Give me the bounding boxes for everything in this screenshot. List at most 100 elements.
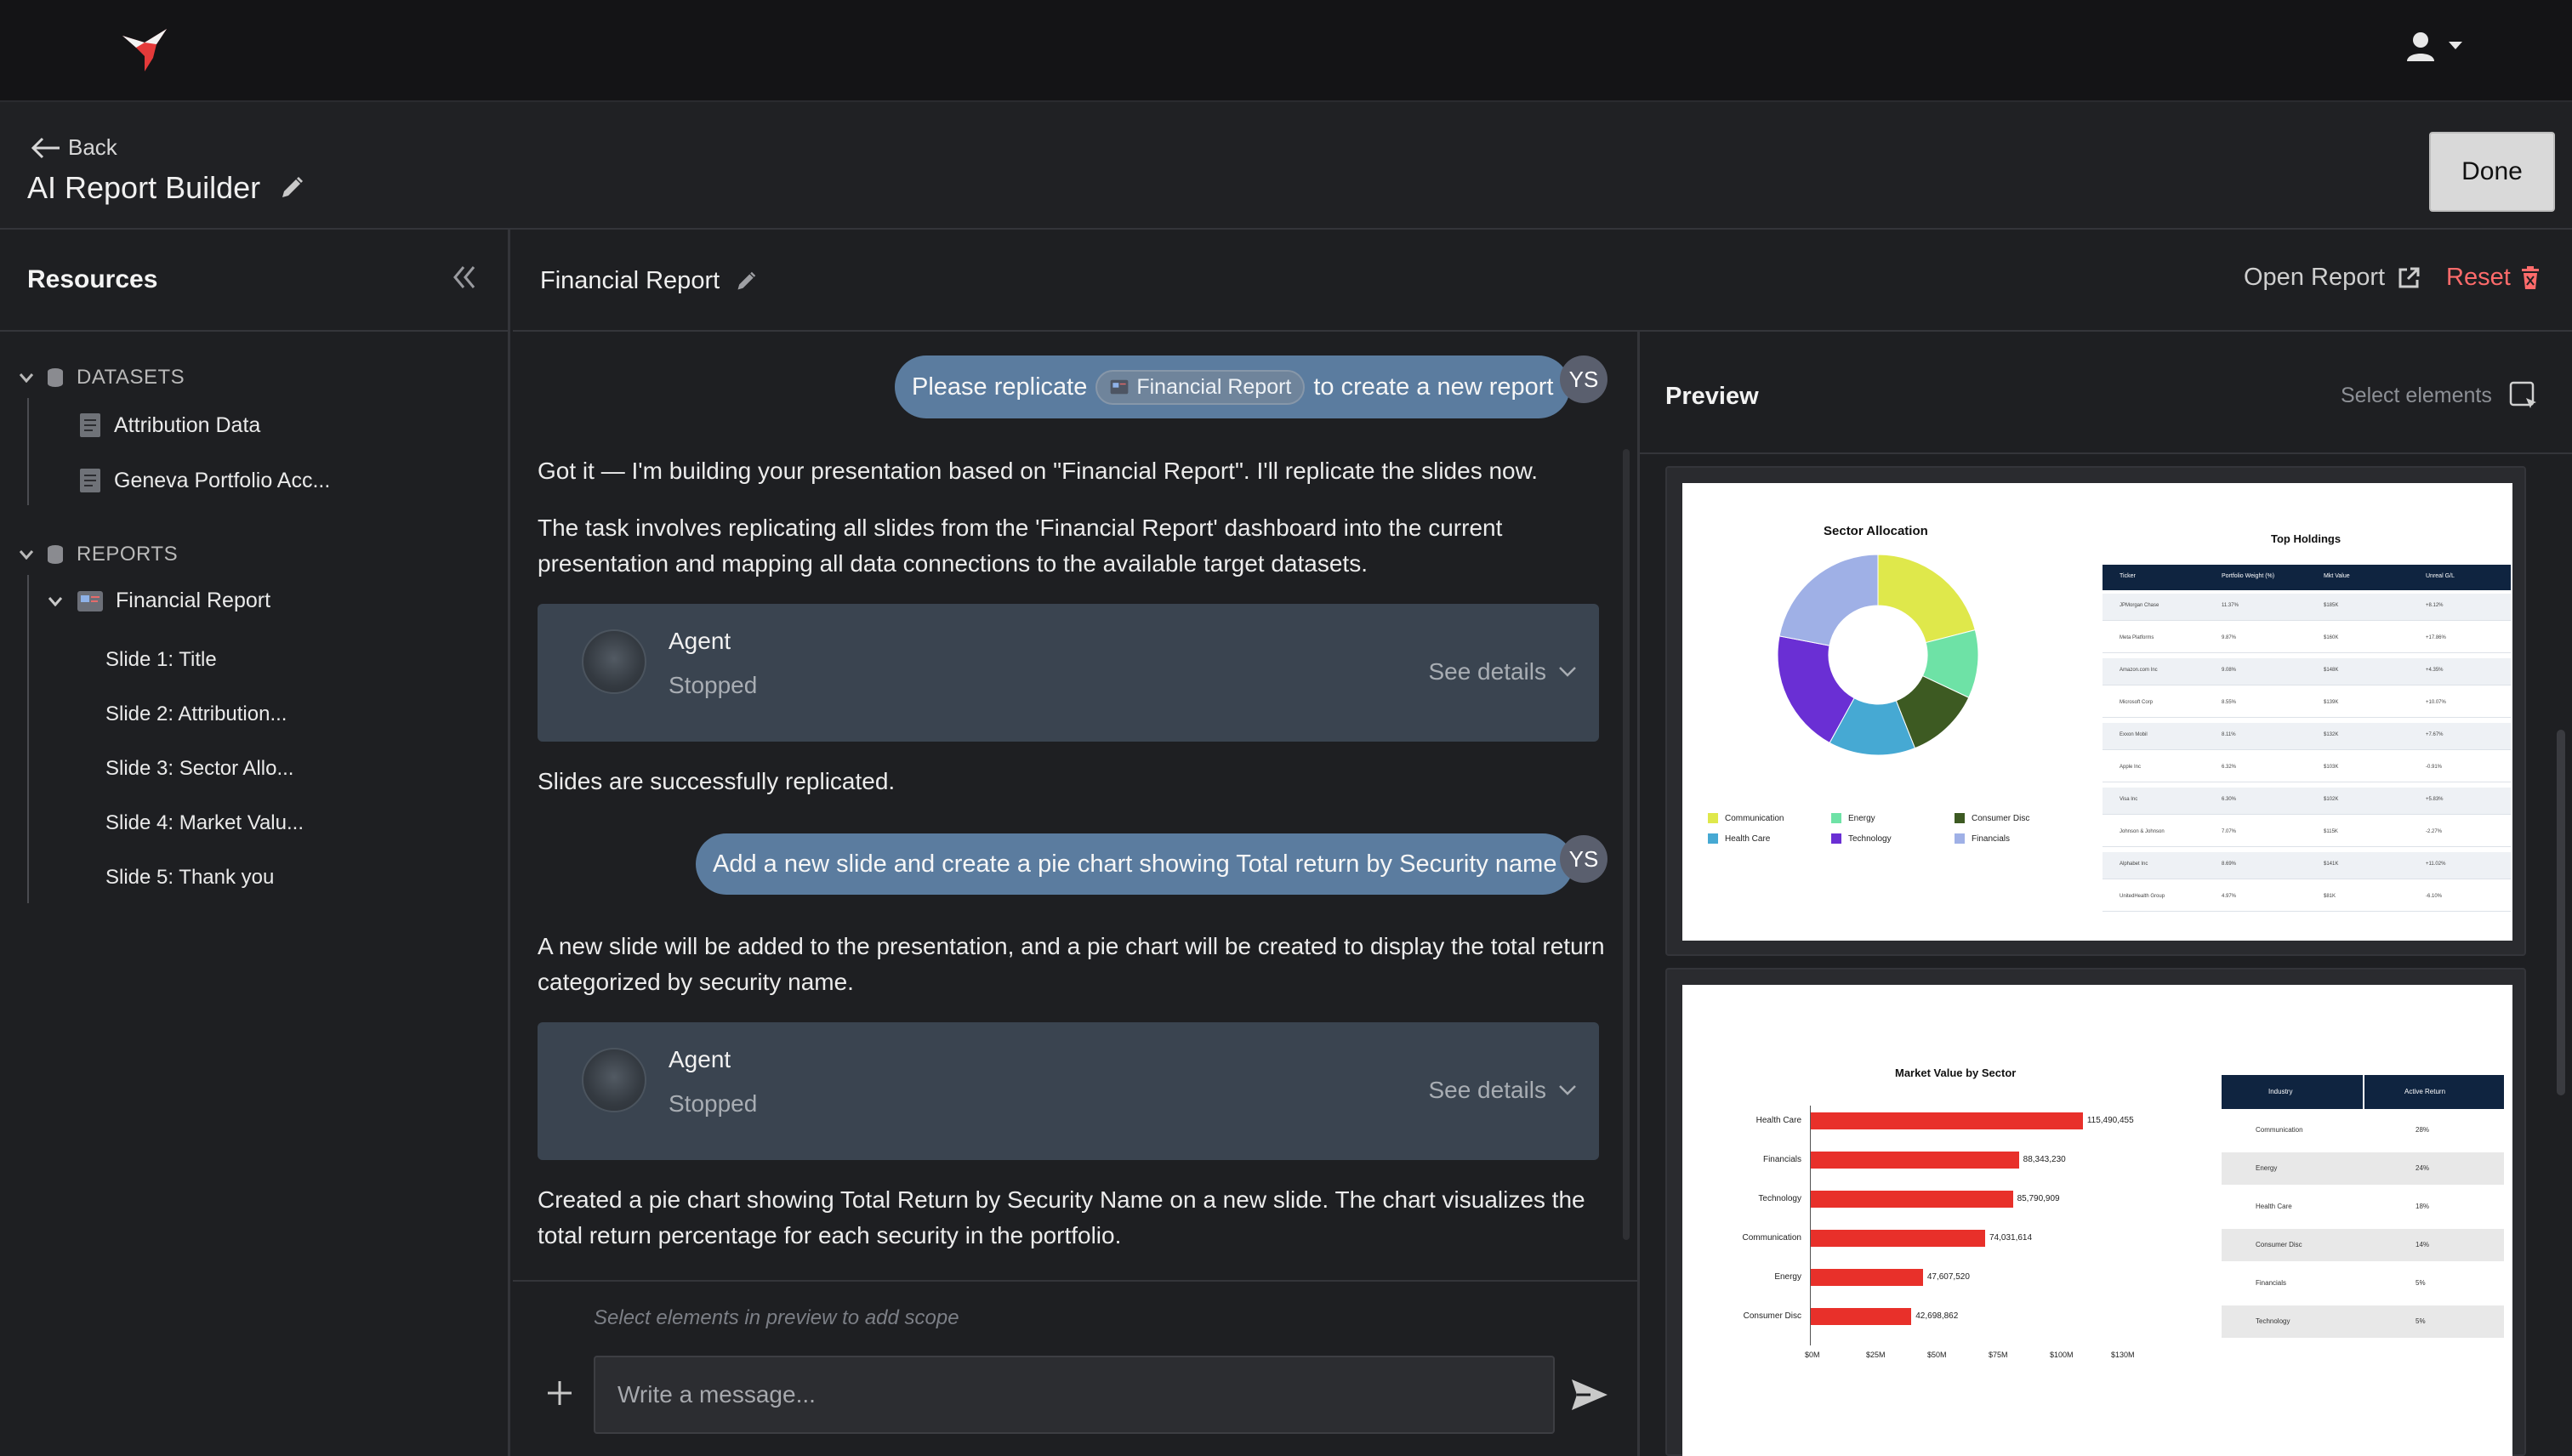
data-label: 47,607,520 [1926, 1272, 1970, 1282]
message-input[interactable] [594, 1356, 1555, 1434]
preview-scrollbar[interactable] [2557, 730, 2565, 1095]
hummingbird-logo-icon[interactable] [119, 24, 180, 75]
table-row[interactable]: Johnson & Johnson 7.07% $115K -2.27% [2103, 820, 2511, 847]
table-cell: 8.11% [2222, 732, 2236, 737]
table-row[interactable]: JPMorgan Chase 11.37% $185K +8.12% [2103, 594, 2511, 621]
legend-item: Consumer Disc [1955, 813, 2029, 823]
table-row[interactable]: Meta Platforms 9.87% $160K +17.86% [2103, 626, 2511, 653]
table-row[interactable]: Energy 24% [2222, 1152, 2504, 1185]
agent-spinner-icon [582, 629, 646, 694]
add-attachment-icon[interactable] [544, 1378, 575, 1408]
table-cell: +5.83% [2426, 797, 2444, 802]
report-reference-chip[interactable]: Financial Report [1095, 369, 1306, 405]
x-tick-label: $25M [1866, 1351, 1886, 1359]
table-cell: Technology [2256, 1317, 2290, 1325]
send-icon[interactable] [1570, 1376, 1609, 1413]
pie-slice[interactable] [1777, 635, 1855, 744]
bar[interactable] [1811, 1230, 1985, 1247]
table-row[interactable]: Microsoft Corp 8.55% $139K +10.07% [2103, 691, 2511, 718]
dataset-item[interactable]: Attribution Data [78, 412, 260, 438]
top-bar [0, 0, 2572, 102]
dataset-label: Attribution Data [114, 412, 261, 437]
slide-item[interactable]: Slide 2: Attribution... [105, 702, 287, 725]
dataset-file-icon [80, 413, 100, 437]
table-cell: +11.02% [2426, 862, 2446, 867]
agent-spinner-icon [582, 1048, 646, 1112]
table-row[interactable]: Consumer Disc 14% [2222, 1229, 2504, 1261]
bar[interactable] [1811, 1112, 2083, 1129]
collapse-sidebar-icon[interactable] [452, 262, 477, 293]
see-details-label: See details [1428, 658, 1546, 685]
slide-preview-card[interactable]: Sector Allocation Communication Energy Con… [1665, 466, 2526, 956]
table-row[interactable]: Visa Inc 6.30% $102K +5.83% [2103, 788, 2511, 815]
agent-name: Agent [669, 1046, 731, 1072]
reports-section-header[interactable]: REPORTS [19, 543, 178, 566]
legend-swatch [1955, 833, 1965, 844]
pie-slice[interactable] [1778, 554, 1879, 646]
user-message: Please replicate Financial Report to cre… [895, 355, 1571, 418]
database-icon [48, 368, 63, 387]
table-cell: Communication [2256, 1126, 2303, 1134]
table-cell: Exxon Mobil [2120, 732, 2148, 737]
slide-item[interactable]: Slide 1: Title [105, 648, 217, 671]
table-cell: +7.67% [2426, 732, 2444, 737]
chat-header: Financial Report [513, 230, 1637, 332]
bar[interactable] [1811, 1191, 2013, 1208]
back-link[interactable]: Back [31, 134, 117, 161]
agent-card: Agent Stopped See details [538, 1022, 1599, 1160]
table-header: Ticker Portfolio Weight (%) Mkt Value Unrea… [2103, 565, 2511, 590]
slide-item[interactable]: Slide 5: Thank you [105, 866, 275, 889]
table-cell: 18% [2416, 1203, 2430, 1210]
table-row[interactable]: Financials 5% [2222, 1267, 2504, 1300]
slide-market-value[interactable]: Market Value by Sector Health Care 115,49… [1682, 985, 2512, 1456]
reset-button[interactable]: Reset [2446, 264, 2540, 292]
report-item-financial-report[interactable]: Financial Report [48, 589, 270, 613]
category-label: Communication [1742, 1233, 1801, 1243]
bar[interactable] [1811, 1308, 1912, 1325]
select-elements-button[interactable]: Select elements [2341, 381, 2538, 410]
assistant-message: Created a pie chart showing Total Return… [538, 1186, 1585, 1248]
table-cell: Johnson & Johnson [2120, 829, 2165, 834]
user-menu[interactable] [2405, 31, 2463, 61]
presentation-icon [1110, 379, 1129, 395]
slide-sector-allocation[interactable]: Sector Allocation Communication Energy Con… [1682, 483, 2512, 941]
table-cell: 28% [2416, 1126, 2430, 1134]
dataset-label: Geneva Portfolio Acc... [114, 468, 331, 492]
table-cell: 11.37% [2222, 603, 2239, 608]
table-row[interactable]: Health Care 18% [2222, 1191, 2504, 1223]
legend-item: Energy [1831, 813, 1875, 823]
see-details-button[interactable]: See details [1428, 1077, 1577, 1104]
category-label: Technology [1758, 1194, 1801, 1203]
done-button[interactable]: Done [2429, 132, 2555, 212]
table-row[interactable]: Amazon.com Inc 9.08% $148K +4.35% [2103, 658, 2511, 685]
table-row[interactable]: UnitedHealth Group 4.97% $81K -6.10% [2103, 884, 2511, 912]
table-row[interactable]: Apple Inc 6.32% $103K -0.91% [2103, 755, 2511, 782]
legend-swatch [1831, 813, 1841, 823]
table-cell: 6.32% [2222, 765, 2237, 770]
table-row[interactable]: Technology 5% [2222, 1305, 2504, 1338]
data-label: 85,790,909 [2017, 1194, 2060, 1203]
slide-item[interactable]: Slide 3: Sector Allo... [105, 757, 294, 780]
assistant-message: Slides are successfully replicated. [538, 768, 896, 794]
table-row[interactable]: Alphabet Inc 8.69% $141K +11.02% [2103, 852, 2511, 879]
bar[interactable] [1811, 1152, 2019, 1169]
open-report-link[interactable]: Open Report [2244, 264, 2421, 292]
avatar: YS [1560, 835, 1608, 883]
presentation-icon [77, 590, 103, 611]
pencil-icon[interactable] [735, 270, 757, 293]
table-row[interactable]: Exxon Mobil 8.11% $132K +7.67% [2103, 723, 2511, 750]
user-message: Add a new slide and create a pie chart s… [696, 833, 1574, 895]
bar[interactable] [1811, 1269, 1923, 1286]
pie-slice[interactable] [1877, 554, 1976, 644]
report-label: Financial Report [116, 589, 271, 612]
chat-scrollbar[interactable] [1623, 449, 1630, 1240]
see-details-button[interactable]: See details [1428, 658, 1577, 685]
slide-preview-card[interactable]: Market Value by Sector Health Care 115,49… [1665, 968, 2526, 1456]
pencil-icon[interactable] [279, 175, 304, 201]
table-row[interactable]: Communication 28% [2222, 1114, 2504, 1146]
slide-item[interactable]: Slide 4: Market Valu... [105, 811, 304, 834]
table-cell: 4.97% [2222, 894, 2237, 899]
dataset-item[interactable]: Geneva Portfolio Acc... [78, 468, 330, 493]
datasets-section-header[interactable]: DATASETS [19, 366, 185, 390]
donut-chart[interactable] [1776, 553, 1980, 757]
